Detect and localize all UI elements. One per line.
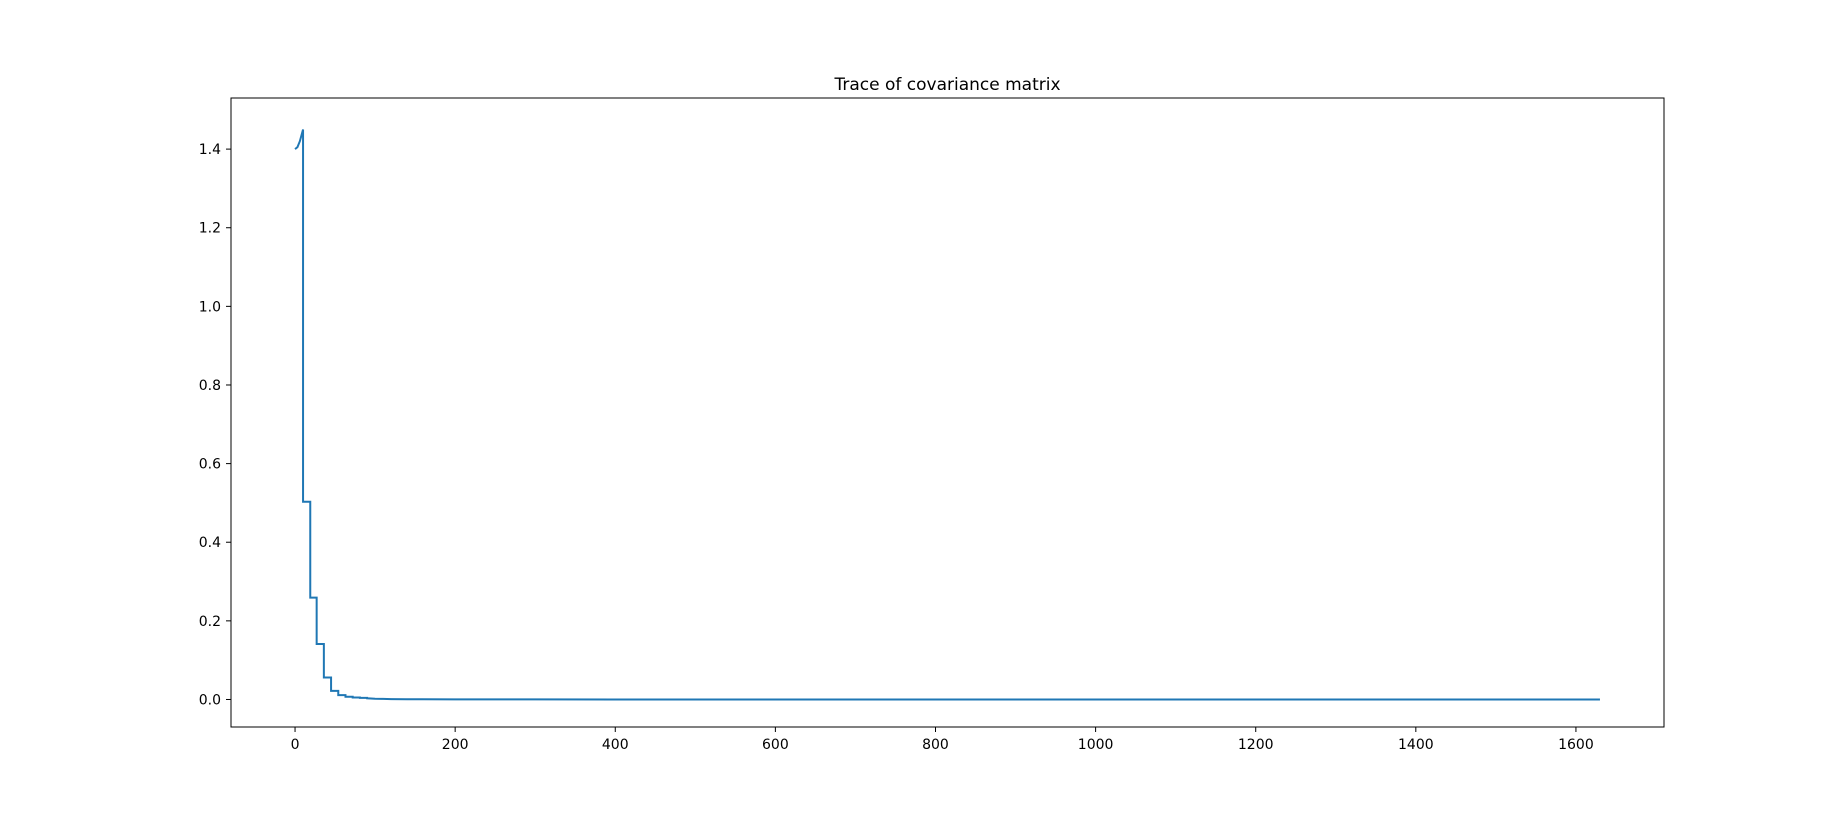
x-tick-label: 600 xyxy=(762,737,789,753)
y-tick-label: 0.0 xyxy=(199,692,221,708)
y-tick-label: 0.8 xyxy=(199,378,221,394)
y-tick-label: 1.2 xyxy=(199,221,221,237)
plot-area xyxy=(294,129,1600,701)
axes-frame xyxy=(230,97,1665,728)
y-tick-label: 0.2 xyxy=(199,614,221,630)
x-tick-label: 1200 xyxy=(1238,737,1274,753)
x-tick-label: 1600 xyxy=(1558,737,1594,753)
x-tick-label: 0 xyxy=(291,737,300,753)
x-tick-label: 200 xyxy=(442,737,469,753)
y-tick-label: 1.4 xyxy=(199,142,221,158)
y-tick-label: 1.0 xyxy=(199,299,221,315)
series-line-0 xyxy=(294,129,1600,701)
x-tick-label: 1400 xyxy=(1398,737,1434,753)
y-tick-label: 0.6 xyxy=(199,457,221,473)
y-tick-label: 0.4 xyxy=(199,535,221,551)
x-tick-label: 800 xyxy=(922,737,949,753)
chart-title: Trace of covariance matrix xyxy=(833,75,1060,95)
x-tick-label: 400 xyxy=(602,737,629,753)
y-axis: 0.0 0.2 0.4 0.6 0.8 1.0 1.2 1.4 xyxy=(199,142,231,708)
x-axis: 0 200 400 600 800 1000 1200 1400 1600 xyxy=(291,727,1594,753)
x-tick-label: 1000 xyxy=(1078,737,1114,753)
